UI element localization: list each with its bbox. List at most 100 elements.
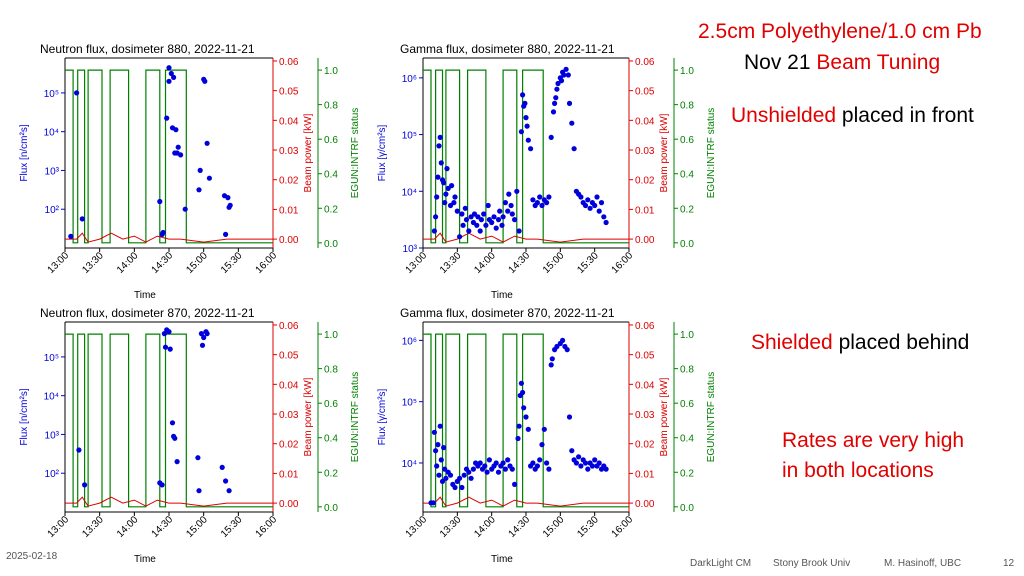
flux-point	[157, 198, 163, 205]
y-tick-label: 10⁵	[402, 398, 417, 409]
plot-title: Neutron flux, dosimeter 880, 2022-11-21	[40, 42, 255, 56]
flux-point	[461, 472, 467, 478]
beam-tick-label: 0.04	[279, 380, 299, 391]
x-tick-label: 13:00	[46, 514, 72, 540]
flux-point	[582, 202, 589, 209]
flux-point	[601, 214, 607, 220]
flux-point	[166, 78, 172, 84]
flux-point	[162, 344, 169, 350]
flux-point	[219, 464, 225, 470]
flux-point	[483, 222, 489, 228]
plot-neutron-880-svg: Neutron flux, dosimeter 880, 2022-11-21 1…	[19, 42, 361, 301]
flux-point	[500, 214, 506, 220]
flux-point	[79, 216, 85, 222]
flux-point	[435, 442, 441, 448]
flux-point	[478, 217, 484, 223]
footer-date: 2025-02-18	[6, 551, 58, 562]
flux-point	[436, 143, 442, 149]
x-tick-label: 14:00	[472, 514, 498, 540]
flux-point	[486, 457, 492, 463]
beam-tick-label: 0.02	[279, 176, 299, 187]
flux-point	[569, 448, 575, 454]
flux-point	[452, 484, 458, 491]
flux-point	[167, 346, 173, 352]
flux-point	[565, 72, 571, 78]
flux-point	[534, 463, 540, 469]
x-tick-label: 14:00	[472, 250, 498, 276]
flux-point	[459, 484, 465, 491]
flux-point	[178, 152, 184, 158]
beam-series-line	[423, 496, 629, 507]
flux-point	[68, 233, 74, 239]
beam-tick-label: 0.05	[635, 351, 655, 362]
x-tick-label: 13:30	[438, 514, 464, 540]
status-tick-label: 0.2	[680, 468, 694, 479]
plot-title: Neutron flux, dosimeter 870, 2022-11-21	[40, 306, 255, 320]
flux-point	[198, 331, 204, 337]
y-tick-label: 10³	[403, 244, 418, 255]
plot-title: Gamma flux, dosimeter 880, 2022-11-21	[400, 42, 615, 56]
flux-point	[457, 234, 463, 240]
flux-point	[561, 72, 567, 78]
flux-point	[563, 66, 569, 72]
beam-tick-label: 0.02	[635, 176, 655, 187]
plot-title: Gamma flux, dosimeter 870, 2022-11-21	[400, 306, 615, 320]
beam-series-line	[423, 232, 629, 243]
status-tick-label: 0.0	[680, 503, 694, 514]
beam-tick-label: 0.06	[279, 321, 299, 332]
y-tick-label: 10³	[45, 166, 60, 177]
plot-neutron-870-svg: Neutron flux, dosimeter 870, 2022-11-21 1…	[19, 306, 361, 565]
beam-tick-label: 0.00	[279, 235, 299, 246]
note-shielded-keyword: Shielded	[751, 331, 833, 354]
flux-point	[223, 478, 229, 484]
flux-point	[552, 100, 558, 106]
flux-point	[174, 459, 180, 465]
flux-point	[550, 109, 557, 115]
flux-point	[437, 423, 443, 429]
x-tick-label: 13:30	[438, 250, 464, 276]
flux-point	[168, 70, 174, 77]
flux-point	[430, 500, 436, 506]
beam-tick-label: 0.03	[279, 146, 299, 157]
x-tick-label: 16:00	[254, 514, 280, 540]
flux-point	[508, 202, 514, 209]
y-tick-label: 10⁵	[44, 89, 59, 100]
flux-point	[592, 457, 598, 463]
flux-point	[166, 329, 172, 335]
footer-page: 12	[1003, 558, 1015, 569]
flux-point	[173, 127, 179, 133]
beam-tick-label: 0.02	[279, 440, 299, 451]
y-axis-label-beam: Beam power [kW]	[659, 377, 670, 456]
y-axis-label-beam: Beam power [kW]	[659, 113, 670, 192]
note-unshielded: Unshielded placed in front	[731, 104, 974, 128]
flux-point	[525, 426, 531, 432]
flux-point	[555, 80, 561, 87]
flux-point	[466, 228, 472, 234]
beam-tick-label: 0.03	[635, 146, 655, 157]
footer-event: DarkLight CM	[690, 558, 752, 569]
x-tick-label: 15:30	[219, 250, 245, 276]
footer-author: M. Hasinoff, UBC	[884, 558, 962, 569]
status-tick-label: 0.2	[324, 204, 338, 215]
status-tick-label: 1.0	[680, 330, 694, 341]
flux-point	[438, 160, 444, 166]
y-axis-label-flux: Flux [γ/cm²s]	[377, 124, 388, 181]
beam-tick-label: 0.06	[279, 57, 299, 68]
flux-point	[571, 146, 577, 152]
flux-point	[553, 95, 559, 101]
x-tick-label: 15:30	[575, 250, 601, 276]
beam-series-line	[65, 496, 273, 507]
flux-point	[534, 200, 540, 206]
flux-point	[433, 214, 439, 220]
flux-point	[502, 200, 508, 206]
y-tick-label: 10²	[45, 469, 60, 480]
beam-tick-label: 0.03	[635, 410, 655, 421]
flux-point	[497, 208, 503, 214]
flux-point	[495, 217, 502, 223]
y-tick-label: 10⁶	[402, 74, 417, 85]
status-series-line	[65, 333, 273, 508]
status-tick-label: 0.0	[324, 503, 338, 514]
flux-point	[171, 74, 177, 80]
y-tick-label: 10³	[45, 430, 60, 441]
flux-point	[546, 466, 552, 472]
